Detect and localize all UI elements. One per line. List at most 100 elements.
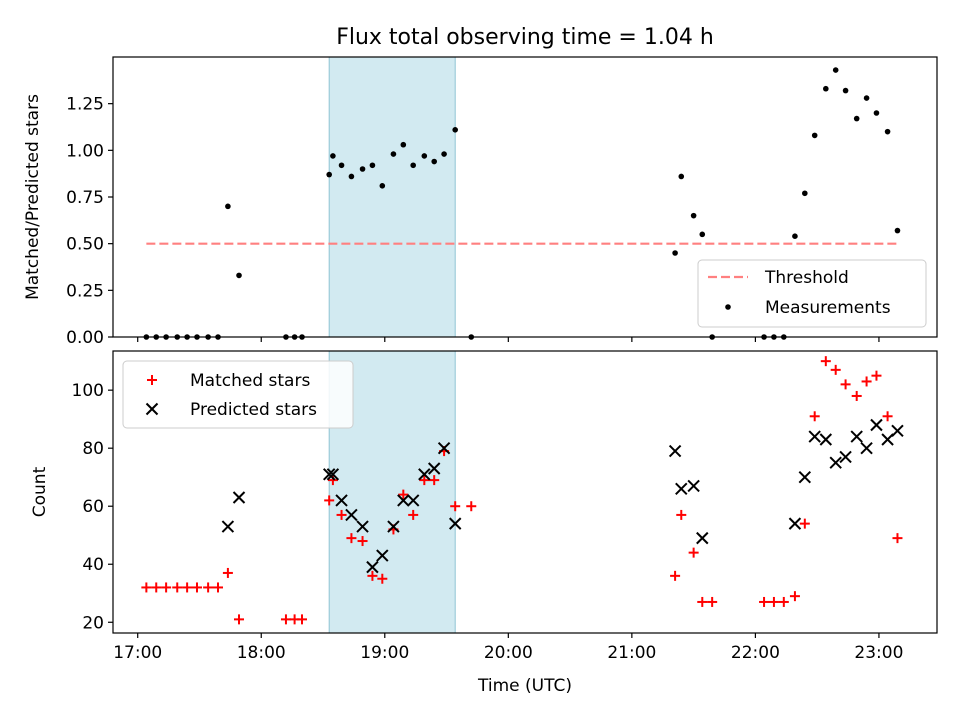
- ratio-y-axis-label: Matched/Predicted stars: [23, 94, 43, 300]
- predicted-stars-point: [850, 430, 863, 443]
- count-y-axis-label: Count: [30, 466, 50, 517]
- count-x-axis-label: Time (UTC): [477, 676, 572, 696]
- x-tick-label: 18:00: [237, 643, 286, 663]
- matched-stars-point: [151, 582, 162, 593]
- count-points: [141, 356, 904, 625]
- x-tick-label: 17:00: [113, 643, 162, 663]
- predicted-stars-point: [448, 517, 462, 530]
- x-tick-label: 22:00: [731, 643, 780, 663]
- measurement-point: [699, 231, 706, 238]
- measurement-point: [410, 162, 416, 169]
- predicted-stars-point: [675, 482, 688, 496]
- predicted-stars-point: [418, 468, 431, 481]
- measurement-point: [873, 110, 880, 116]
- x-tick-label: 19:00: [360, 643, 409, 663]
- matched-stars-point: [172, 582, 183, 593]
- count-x-ticks: 17:00 18:00 19:00 20:00 21:00 22:00 23:00: [113, 633, 903, 663]
- matched-stars-point: [161, 582, 172, 593]
- matched-stars-point: [346, 533, 357, 544]
- measurement-point: [802, 190, 808, 197]
- x-tick-label: 20:00: [484, 643, 533, 663]
- predicted-stars-point: [427, 462, 441, 475]
- y-tick-label: 1.25: [66, 95, 104, 115]
- measurement-point: [672, 250, 678, 256]
- predicted-stars-point: [397, 494, 410, 507]
- predicted-stars-point: [819, 433, 833, 446]
- matched-stars-point: [297, 614, 308, 625]
- ratio-legend: Threshold Measurements: [697, 259, 927, 328]
- predicted-stars-point: [376, 549, 389, 562]
- measurement-point: [441, 151, 447, 157]
- predicted-stars-point: [696, 531, 709, 545]
- matched-stars-point: [222, 567, 233, 578]
- matched-stars-point: [280, 614, 291, 625]
- predicted-stars-point: [788, 517, 802, 530]
- legend-predicted-label: Predicted stars: [190, 400, 317, 420]
- predicted-stars-point: [668, 444, 682, 458]
- predicted-stars-point: [808, 430, 821, 443]
- matched-stars-point: [778, 596, 789, 607]
- matched-stars-point: [799, 518, 810, 529]
- predicted-stars-point: [687, 479, 700, 493]
- matched-stars-point: [141, 582, 152, 593]
- measurement-point: [390, 151, 397, 157]
- predicted-stars-point: [839, 450, 852, 464]
- legend-predicted-swatch: [145, 402, 159, 416]
- measurement-point: [863, 95, 870, 101]
- matched-stars-point: [357, 536, 368, 547]
- y-tick-label: 20: [82, 613, 104, 633]
- y-tick-label: 1.00: [66, 141, 104, 161]
- matched-stars-point: [688, 547, 699, 558]
- legend-threshold-label: Threshold: [764, 268, 849, 288]
- y-tick-label: 0.25: [66, 281, 104, 301]
- measurement-point: [842, 87, 849, 94]
- matched-stars-point: [861, 376, 872, 387]
- legend-box: [122, 360, 354, 429]
- matched-stars-point: [676, 509, 687, 520]
- measurement-point: [225, 203, 231, 210]
- matched-stars-point: [768, 596, 779, 607]
- ratio-x-ticks: [137, 337, 880, 342]
- measurement-point: [832, 67, 839, 73]
- predicted-stars-point: [232, 491, 246, 504]
- predicted-stars-point: [829, 456, 842, 469]
- predicted-stars-point: [437, 441, 451, 455]
- predicted-stars-point: [356, 520, 369, 533]
- x-tick-label: 21:00: [607, 643, 656, 663]
- figure-title: Flux total observing time = 1.04 h: [336, 25, 714, 50]
- measurement-point: [348, 173, 355, 180]
- matched-stars-point: [182, 582, 193, 593]
- measurement-point: [452, 127, 459, 133]
- count-y-ticks: 20 40 60 80 100: [72, 381, 113, 633]
- matched-stars-point: [429, 475, 440, 486]
- x-tick-label: 23:00: [854, 643, 903, 663]
- predicted-stars-point: [326, 468, 340, 481]
- measurement-point: [236, 272, 242, 279]
- matched-stars-point: [398, 489, 409, 500]
- predicted-stars-point: [870, 418, 883, 432]
- matched-stars-point: [367, 570, 378, 581]
- matched-stars-point: [450, 501, 461, 512]
- predicted-stars-point: [322, 468, 336, 481]
- matched-stars-point: [892, 533, 903, 544]
- matched-stars-point: [830, 364, 841, 375]
- observing-window-shade-top: [328, 56, 456, 338]
- matched-stars-point: [697, 596, 708, 607]
- legend-box: [697, 259, 927, 328]
- measurement-point: [811, 132, 818, 139]
- measurement-point: [823, 85, 829, 92]
- ratio-y-ticks: 0.00 0.25 0.50 0.75 1.00 1.25: [66, 95, 113, 348]
- y-tick-label: 40: [82, 555, 104, 575]
- matched-stars-point: [466, 501, 477, 512]
- matched-stars-point: [820, 356, 831, 367]
- predicted-stars-point: [221, 520, 235, 533]
- measurement-point: [690, 212, 697, 219]
- measurement-point: [359, 166, 366, 172]
- legend-measurements-label: Measurements: [765, 298, 891, 318]
- matched-stars-point: [408, 509, 419, 520]
- predicted-stars-point: [860, 441, 873, 455]
- predicted-stars-point: [387, 520, 400, 533]
- measurement-point: [379, 183, 386, 189]
- legend-measurements-swatch: [725, 304, 731, 310]
